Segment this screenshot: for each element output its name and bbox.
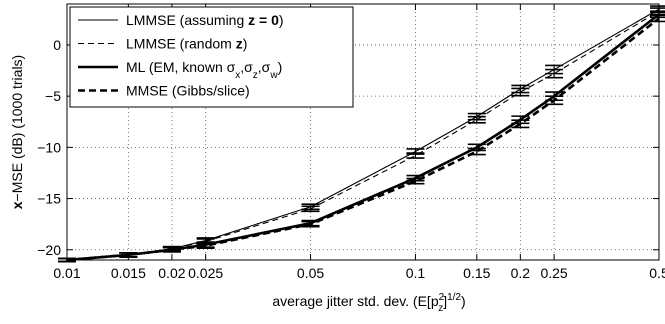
y-axis-label: x−MSE (dB) (1000 trials) (9, 55, 25, 209)
error-bar (511, 87, 530, 97)
error-bar (301, 205, 320, 213)
plot-frame (66, 3, 660, 261)
y-tick-label: −15 (37, 191, 61, 207)
legend-label-3: ML (EM, known σx,σz,σw) (126, 59, 282, 81)
error-bar (545, 95, 564, 106)
x-tick-label: 0.15 (463, 265, 490, 281)
error-bar (196, 242, 215, 250)
y-tick-label: −20 (37, 242, 61, 258)
legend-label-1: LMMSE (assuming z = 0) (126, 12, 284, 28)
error-bar (406, 177, 425, 185)
tick-labels: 0.01 0.015 0.02 0.025 0.05 0.1 0.15 0.2 0.25 0.5 −… (37, 37, 665, 281)
axis-labels: average jitter std. dev. (E[p2 z]1/2) x−MS… (9, 55, 466, 314)
x-axis-label: average jitter std. dev. (E[p2 z]1/2) (272, 292, 465, 314)
error-bar (545, 68, 564, 79)
legend-label-4: MMSE (Gibbs/slice) (126, 83, 250, 99)
legend-label-2: LMMSE (random z) (126, 36, 247, 52)
error-bar (301, 220, 320, 228)
x-tick-label: 0.02 (158, 265, 185, 281)
legend: LMMSE (assuming z = 0) LMMSE (random z) ML… (69, 6, 354, 108)
error-bar (511, 119, 530, 129)
error-bar (467, 147, 486, 156)
series-lines (58, 5, 665, 263)
error-bar (406, 152, 425, 159)
x-tick-label: 0.25 (540, 265, 567, 281)
axes (66, 3, 660, 261)
error-bar (162, 246, 181, 253)
x-tick-label: 0.1 (406, 265, 426, 281)
y-tick-label: −10 (37, 139, 61, 155)
x-tick-label: 0.025 (188, 265, 223, 281)
x-tick-label: 0.05 (297, 265, 324, 281)
y-tick-label: −5 (45, 88, 61, 104)
x-tick-label: 0.015 (111, 265, 146, 281)
x-tick-label: 0.5 (649, 265, 665, 281)
error-bar (467, 115, 486, 124)
x-tick-label: 0.01 (53, 265, 80, 281)
y-tick-label: 0 (53, 37, 61, 53)
x-tick-label: 0.2 (511, 265, 531, 281)
series-line-4 (66, 17, 660, 262)
